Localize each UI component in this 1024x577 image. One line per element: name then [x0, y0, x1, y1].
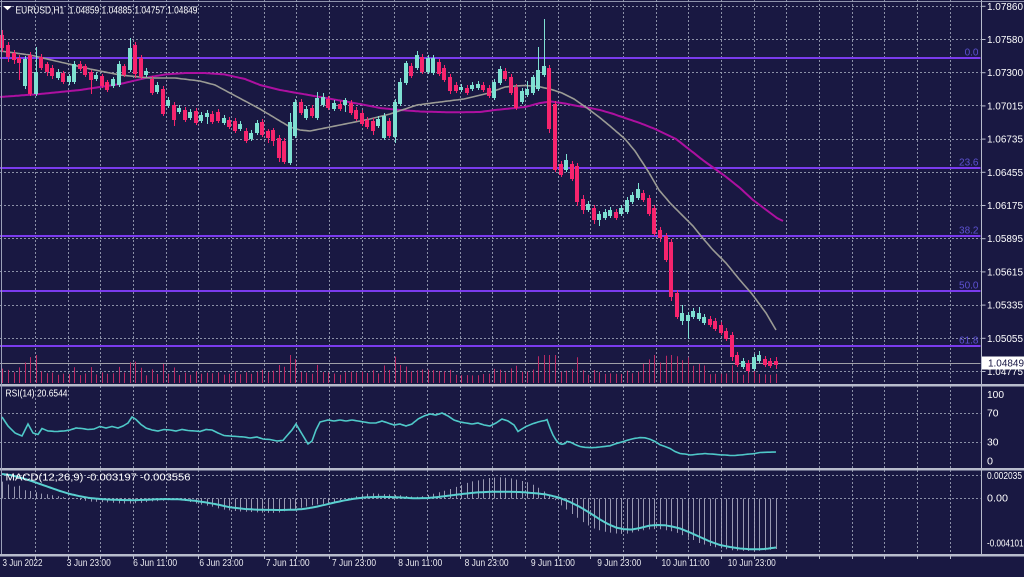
svg-text:1.06735: 1.06735 — [987, 135, 1023, 146]
svg-text:10 Jun 23:00: 10 Jun 23:00 — [728, 558, 776, 569]
svg-text:1.05335: 1.05335 — [987, 301, 1023, 312]
svg-text:50.0: 50.0 — [959, 281, 979, 292]
svg-text:1.07015: 1.07015 — [987, 101, 1023, 112]
svg-text:3 Jun 23:00: 3 Jun 23:00 — [67, 558, 111, 569]
svg-text:1.05055: 1.05055 — [987, 334, 1023, 345]
svg-text:1.07580: 1.07580 — [987, 35, 1023, 46]
svg-text:23.6: 23.6 — [959, 158, 979, 169]
svg-text:1.04775: 1.04775 — [987, 367, 1023, 378]
svg-text:0: 0 — [987, 457, 993, 468]
svg-text:1.05615: 1.05615 — [987, 267, 1023, 278]
svg-text:1.04849: 1.04849 — [988, 359, 1024, 370]
svg-text:RSI(14) 20.6544: RSI(14) 20.6544 — [6, 389, 68, 400]
svg-text:1.07860: 1.07860 — [987, 2, 1023, 13]
svg-text:61.8: 61.8 — [959, 336, 979, 347]
svg-text:0.0: 0.0 — [965, 48, 979, 59]
svg-text:0.002035: 0.002035 — [987, 471, 1022, 482]
svg-text:1.05895: 1.05895 — [987, 234, 1023, 245]
svg-text:1.07300: 1.07300 — [987, 68, 1023, 79]
svg-text:EURUSD,H1 1.04859 1.04885 1.0: EURUSD,H1 1.04859 1.04885 1.04757 1.0484… — [16, 5, 198, 17]
svg-text:6 Jun 23:00: 6 Jun 23:00 — [199, 558, 243, 569]
svg-text:6 Jun 11:00: 6 Jun 11:00 — [133, 558, 177, 569]
svg-text:0.00: 0.00 — [987, 494, 1008, 505]
svg-text:8 Jun 23:00: 8 Jun 23:00 — [465, 558, 509, 569]
svg-text:38.2: 38.2 — [959, 226, 979, 237]
svg-text:70: 70 — [987, 409, 999, 420]
svg-text:1.06455: 1.06455 — [987, 168, 1023, 179]
svg-text:-0.004101: -0.004101 — [987, 538, 1024, 549]
svg-text:10 Jun 11:00: 10 Jun 11:00 — [662, 558, 710, 569]
svg-text:1.06175: 1.06175 — [987, 201, 1023, 212]
svg-text:9 Jun 23:00: 9 Jun 23:00 — [597, 558, 641, 569]
svg-text:9 Jun 11:00: 9 Jun 11:00 — [531, 558, 575, 569]
svg-text:7 Jun 11:00: 7 Jun 11:00 — [266, 558, 310, 569]
svg-text:MACD(12,26,9) -0.003197 -0.003: MACD(12,26,9) -0.003197 -0.003556 — [6, 473, 191, 484]
svg-text:30: 30 — [987, 438, 999, 449]
svg-text:8 Jun 11:00: 8 Jun 11:00 — [398, 558, 442, 569]
svg-text:7 Jun 23:00: 7 Jun 23:00 — [332, 558, 376, 569]
svg-text:3 Jun 2022: 3 Jun 2022 — [3, 558, 43, 569]
svg-text:100: 100 — [987, 390, 1004, 401]
